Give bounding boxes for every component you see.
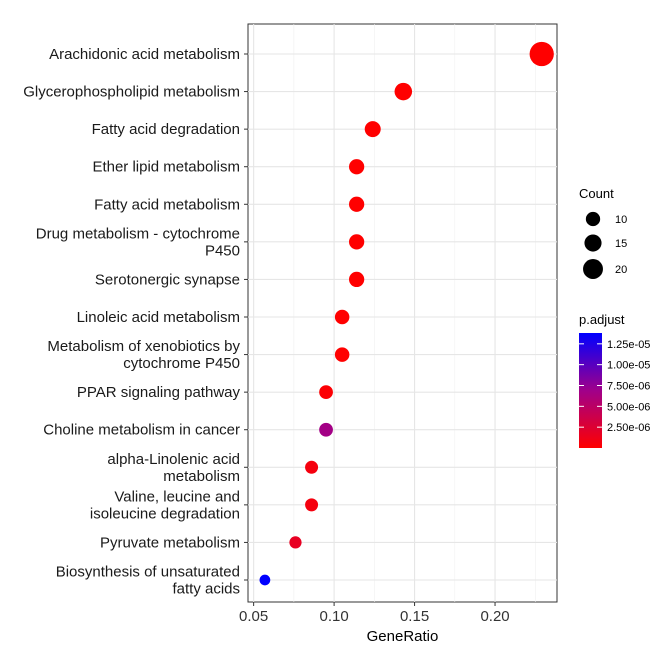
- category-label-line: alpha-Linolenic acid: [107, 451, 240, 468]
- category-label: Fatty acid metabolism: [94, 196, 240, 213]
- grid-lines: [248, 24, 557, 602]
- category-label-line: Biosynthesis of unsaturated: [56, 564, 240, 581]
- category-label: Serotonergic synapse: [95, 271, 240, 288]
- count-legend-label: 15: [615, 238, 627, 250]
- data-point: [364, 121, 381, 138]
- x-axis-title: GeneRatio: [367, 628, 439, 645]
- category-label-line: Arachidonic acid metabolism: [49, 46, 240, 63]
- count-legend: Count 10 15 20: [579, 186, 627, 279]
- padj-legend-label: 2.50e-06: [607, 422, 650, 434]
- data-point: [334, 309, 350, 325]
- category-label-line: Glycerophospholipid metabolism: [23, 84, 240, 101]
- padj-legend-label: 1.00e-05: [607, 360, 650, 372]
- data-point: [349, 159, 365, 175]
- category-label: Metabolism of xenobiotics by cytochrome P…: [47, 338, 240, 372]
- category-label: Arachidonic acid metabolism: [49, 46, 240, 63]
- category-label-line: Fatty acid degradation: [92, 121, 240, 138]
- category-label: Drug metabolism - cytochrome P450: [36, 225, 240, 259]
- category-label-line: P450: [205, 242, 240, 259]
- category-label-line: Choline metabolism in cancer: [43, 422, 240, 439]
- data-point: [305, 460, 319, 474]
- category-label-line: Valine, leucine and: [114, 488, 240, 505]
- category-label-line: isoleucine degradation: [90, 505, 240, 522]
- count-legend-title: Count: [579, 186, 614, 201]
- data-point: [289, 536, 302, 549]
- data-point: [319, 385, 333, 400]
- category-label: PPAR signaling pathway: [77, 384, 241, 401]
- x-tick-label: 0.20: [480, 608, 509, 625]
- x-tick-label: 0.05: [239, 608, 268, 625]
- data-point: [349, 234, 365, 250]
- category-label: alpha-Linolenic acid metabolism: [107, 451, 240, 485]
- category-label-line: Pyruvate metabolism: [100, 534, 240, 551]
- category-label-line: metabolism: [163, 468, 240, 485]
- category-label-line: Metabolism of xenobiotics by: [47, 338, 240, 355]
- count-legend-key: [583, 259, 603, 279]
- data-points: [259, 41, 554, 586]
- data-point: [394, 82, 413, 101]
- category-label-line: Linoleic acid metabolism: [77, 309, 240, 326]
- padj-legend-label: 5.00e-06: [607, 401, 650, 413]
- count-legend-key: [585, 211, 601, 227]
- padj-colorbar: [579, 333, 602, 448]
- padj-legend-label: 1.25e-05: [607, 339, 650, 351]
- category-label-line: PPAR signaling pathway: [77, 384, 241, 401]
- x-tick-label: 0.15: [400, 608, 429, 625]
- category-label: Biosynthesis of unsaturated fatty acids: [56, 564, 240, 598]
- data-point: [529, 41, 554, 67]
- count-legend-label: 20: [615, 264, 627, 276]
- category-label-line: Ether lipid metabolism: [92, 159, 240, 176]
- count-legend-key: [584, 234, 602, 252]
- category-label: Glycerophospholipid metabolism: [23, 84, 240, 101]
- category-label: Choline metabolism in cancer: [43, 422, 240, 439]
- category-label-line: cytochrome P450: [123, 355, 240, 372]
- data-point: [319, 422, 333, 437]
- data-point: [334, 347, 350, 362]
- category-label: Linoleic acid metabolism: [77, 309, 240, 326]
- category-label: Ether lipid metabolism: [92, 159, 240, 176]
- data-point: [305, 498, 319, 512]
- y-axis-labels: Arachidonic acid metabolism Glycerophosph…: [23, 46, 240, 598]
- padj-legend: p.adjust 1.25e-05 1.00e-05 7.50e-06 5.00e-0…: [579, 312, 650, 448]
- x-axis: 0.05 0.10 0.15 0.20: [239, 602, 510, 625]
- category-label: Valine, leucine and isoleucine degradatio…: [90, 488, 240, 522]
- category-label-line: fatty acids: [172, 581, 240, 598]
- category-label-line: Serotonergic synapse: [95, 271, 240, 288]
- category-label-line: Drug metabolism - cytochrome: [36, 225, 240, 242]
- x-tick-label: 0.10: [320, 608, 349, 625]
- y-axis-ticks: [244, 53, 248, 581]
- padj-legend-label: 7.50e-06: [607, 381, 650, 393]
- plot-panel: [247, 23, 558, 603]
- data-point: [349, 271, 365, 288]
- category-label-line: Fatty acid metabolism: [94, 196, 240, 213]
- data-point: [259, 574, 271, 586]
- padj-legend-title: p.adjust: [579, 312, 625, 327]
- data-point: [349, 196, 365, 212]
- count-legend-label: 10: [615, 214, 627, 226]
- category-label: Pyruvate metabolism: [100, 534, 240, 551]
- category-label: Fatty acid degradation: [92, 121, 240, 138]
